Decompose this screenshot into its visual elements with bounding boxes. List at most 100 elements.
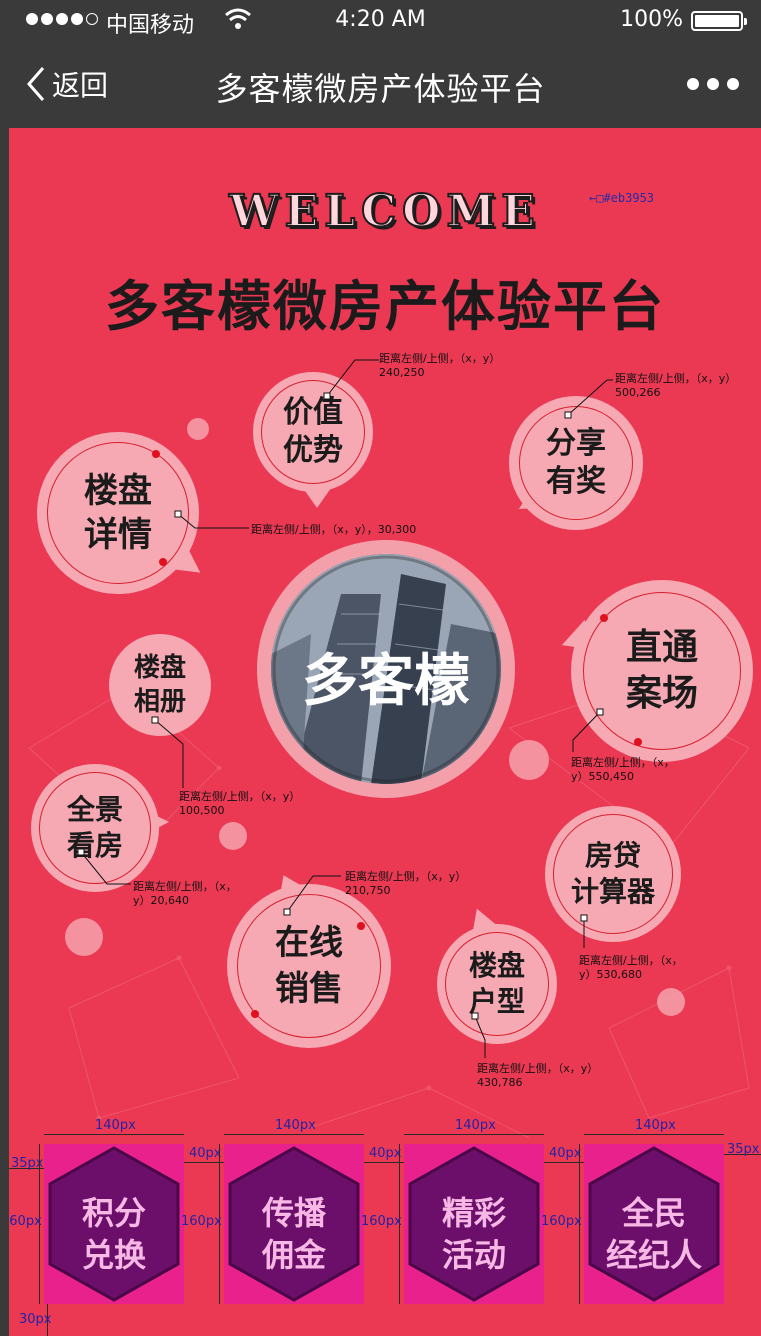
- bubble-label-line: 在线: [275, 923, 343, 963]
- position-annotation: 距离左侧/上侧，（x， y）530,680: [579, 954, 683, 982]
- annotation-line: 距离左侧/上侧，（x，y），30,300: [251, 523, 417, 536]
- bubble-label-line: 详情: [84, 515, 152, 555]
- nav-bar: 返回 多客檬微房产体验平台: [0, 40, 761, 128]
- tile-label-line: 积分: [81, 1194, 146, 1232]
- tile-events[interactable]: 精彩 活动: [404, 1144, 544, 1304]
- bubble-floor-plan[interactable]: 楼盘 户型: [437, 924, 557, 1044]
- position-annotation: 距离左侧/上侧，（x，y） 430,786: [477, 1062, 598, 1090]
- bubble-label-line: 分享: [546, 426, 606, 461]
- red-dot: [634, 738, 642, 746]
- page-title: 多客檬微房产体验平台: [215, 70, 546, 108]
- annotation-line: 240,250: [379, 366, 425, 379]
- hexagon-icon: [48, 1146, 180, 1302]
- dimension-line: [39, 1144, 40, 1304]
- height-dimension-label: 160px: [9, 1214, 42, 1229]
- width-dimension-label: 140px: [275, 1118, 316, 1133]
- annotation-line: 距离左侧/上侧，（x，y）: [477, 1062, 599, 1075]
- bubble-mortgage-calculator[interactable]: 房贷 计算器: [545, 806, 681, 942]
- bubble-label-line: 计算器: [570, 875, 655, 908]
- bubble-property-details[interactable]: 楼盘 详情: [37, 432, 199, 594]
- annotation-line: 距离左侧/上侧，（x，y）: [345, 870, 467, 883]
- center-logo-circle[interactable]: 多客檬: [257, 540, 515, 798]
- gap-dimension-label: 40px: [369, 1146, 402, 1161]
- bubble-direct-site[interactable]: 直通 案场: [571, 580, 753, 762]
- position-annotation: 距离左侧/上侧，（x，y），30,300: [251, 523, 416, 537]
- dimension-line: [219, 1144, 220, 1304]
- annotation-line: 距离左侧/上侧，（x，y）: [179, 790, 301, 803]
- annotation-line: 距离左侧/上侧，（x，: [579, 954, 683, 967]
- back-label: 返回: [52, 69, 109, 102]
- tile-label-line: 传播: [261, 1194, 326, 1232]
- city-photo: 多客檬: [271, 554, 501, 784]
- position-annotation: 距离左侧/上侧，（x，y） 100,500: [179, 790, 300, 818]
- position-annotation: 距离左侧/上侧，（x，y） 210,750: [345, 870, 466, 898]
- red-dot: [251, 1010, 259, 1018]
- tile-agent-program[interactable]: 全民 经纪人: [584, 1144, 724, 1304]
- dimension-line: [724, 1154, 761, 1155]
- status-bar: 中国移动 4:20 AM 100%: [0, 0, 761, 40]
- dimension-line: [579, 1144, 580, 1304]
- decor-circle: [187, 418, 209, 440]
- dimension-line: [184, 1162, 224, 1163]
- annotation-lines: [77, 359, 613, 1058]
- back-button[interactable]: 返回: [26, 64, 108, 104]
- bubble-share-reward[interactable]: 分享 有奖: [509, 396, 643, 530]
- bubble-label-line: 全景: [66, 793, 123, 826]
- bubble-label-line: 房贷: [584, 839, 641, 872]
- annotation-line: 100,500: [179, 804, 225, 817]
- tile-label-line: 兑换: [81, 1236, 146, 1274]
- status-time: 4:20 AM: [335, 7, 426, 32]
- bubble-property-album[interactable]: 楼盘 相册: [109, 634, 211, 736]
- width-dimension-label: 140px: [635, 1118, 676, 1133]
- dimension-line: [9, 1168, 44, 1169]
- annotation-line: y）20,640: [133, 894, 189, 907]
- more-options-icon[interactable]: [687, 78, 739, 90]
- decor-circle: [657, 988, 685, 1016]
- hexagon-icon: [588, 1146, 720, 1302]
- annotation-line: 500,266: [615, 386, 661, 399]
- decor-circle: [509, 740, 549, 780]
- width-dimension-label: 140px: [455, 1118, 496, 1133]
- red-dot: [159, 558, 167, 566]
- dimension-line: [47, 1304, 48, 1336]
- annotation-line: 距离左侧/上侧，（x，y）: [615, 372, 737, 385]
- tile-points-exchange[interactable]: 积分 兑换: [44, 1144, 184, 1304]
- red-dot: [152, 450, 160, 458]
- bubble-value-advantage[interactable]: 价值 优势: [253, 372, 373, 492]
- bubble-panorama-view[interactable]: 全景 看房: [31, 764, 159, 892]
- red-dot: [600, 614, 608, 622]
- tile-commission[interactable]: 传播 佣金: [224, 1144, 364, 1304]
- hexagon-icon: [228, 1146, 360, 1302]
- bubble-label-line: 楼盘: [84, 471, 152, 511]
- bubble-label-line: 相册: [133, 687, 186, 717]
- tile-label-line: 佣金: [261, 1236, 326, 1274]
- height-dimension-label: 160px: [541, 1214, 582, 1229]
- annotation-line: 430,786: [477, 1076, 523, 1089]
- bubble-label-line: 直通: [625, 627, 698, 668]
- dimension-line: [584, 1134, 724, 1135]
- margin-dimension-label: 35px: [727, 1142, 760, 1157]
- bubble-label-line: 楼盘: [468, 949, 525, 982]
- tile-label-line: 全民: [621, 1194, 686, 1232]
- main-canvas: WELCOME 多客檬微房产体验平台 ←□#eb3953 价值 优势 分享 有奖…: [9, 128, 761, 1336]
- height-dimension-label: 160px: [181, 1214, 222, 1229]
- bubble-label-line: 优势: [283, 433, 343, 468]
- dimension-line: [224, 1134, 364, 1135]
- hexagon-icon: [408, 1146, 540, 1302]
- dimension-line: [404, 1134, 544, 1135]
- signal-strength-icon: [26, 13, 98, 25]
- annotation-line: y）550,450: [571, 770, 634, 783]
- battery-percent: 100%: [620, 7, 683, 32]
- height-dimension-label: 160px: [361, 1214, 402, 1229]
- width-dimension-label: 140px: [95, 1118, 136, 1133]
- platform-title: 多客檬微房产体验平台: [105, 275, 665, 338]
- carrier-name: 中国移动: [106, 13, 195, 38]
- building-illustration: [271, 554, 501, 784]
- position-annotation: 距离左侧/上侧，（x， y）550,450: [571, 756, 675, 784]
- center-logo-text: 多客檬: [302, 649, 470, 714]
- position-annotation: 距离左侧/上侧，（x，y） 500,266: [615, 372, 736, 400]
- gap-dimension-label: 40px: [549, 1146, 582, 1161]
- bubble-online-sales[interactable]: 在线 销售: [227, 884, 391, 1048]
- chevron-left-icon: [27, 67, 45, 101]
- tile-label-line: 经纪人: [605, 1236, 702, 1274]
